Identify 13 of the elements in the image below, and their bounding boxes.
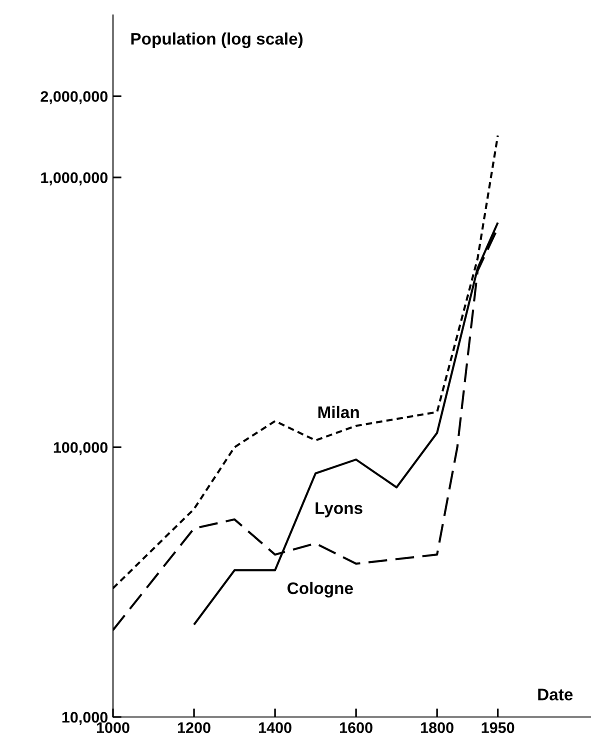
x-tick-label: 1950 [482, 722, 514, 734]
x-tick-label: 1200 [178, 722, 210, 734]
y-tick-label: 100,000 [54, 442, 108, 456]
y-tick-label: 1,000,000 [41, 172, 108, 186]
x-tick-label: 1800 [421, 722, 454, 734]
series-label: Cologne [288, 582, 353, 598]
x-axis-title: Date [538, 688, 573, 700]
x-tick-label: 1400 [259, 722, 292, 734]
series-label: Lyons [316, 502, 362, 518]
y-axis-title: Population (log scale) [131, 32, 303, 48]
y-tick-label: 2,000,000 [40, 91, 108, 104]
series-label: Milan [318, 406, 359, 418]
x-tick-label: 1600 [340, 722, 372, 734]
